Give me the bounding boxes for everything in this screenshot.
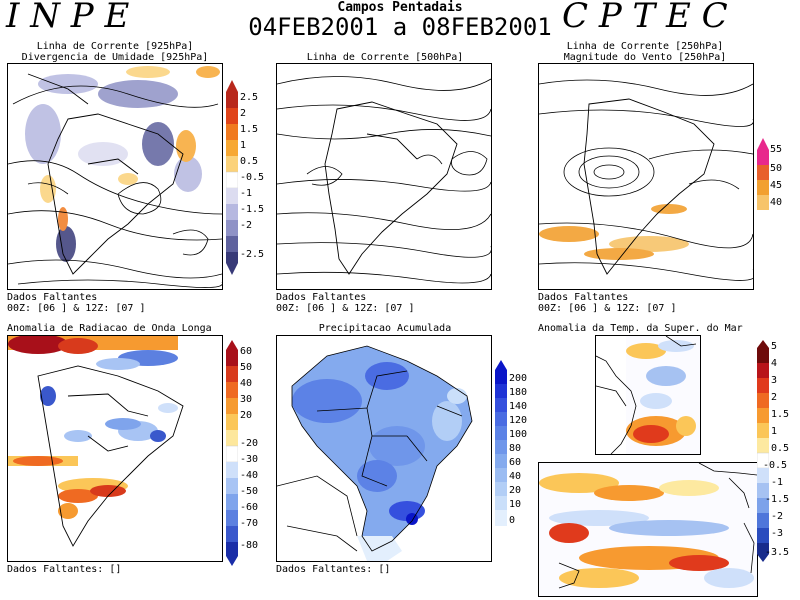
p6-cb-label: -2	[771, 511, 784, 522]
p4-colorbar	[226, 340, 238, 566]
p6-cb-label: 2	[771, 392, 778, 403]
p5-cb-label: 180	[509, 387, 528, 398]
p5-map	[276, 335, 492, 562]
p5-cb-label: 140	[509, 401, 528, 412]
p6-colorbar	[757, 340, 769, 562]
page-title: Campos Pentadais	[337, 0, 463, 15]
period-title: 04FEB2001 a 08FEB2001	[248, 13, 552, 41]
p1-cb-label: -2.5	[240, 249, 265, 260]
p4-cb-label: 30	[240, 394, 253, 405]
p1-cb-label: -1.5	[240, 204, 265, 215]
p6-cb-label: 3	[771, 375, 778, 386]
p3-cb-label: 50	[770, 163, 783, 174]
p1-missing-2: 00Z: [06 ] & 12Z: [07 ]	[7, 303, 146, 314]
inpe-logo-text: I N P E	[6, 0, 130, 36]
p6-cb-label: 0.5	[771, 443, 790, 454]
p5-cb-label: 40	[509, 471, 522, 482]
p6-cb-label: 1.5	[771, 409, 790, 420]
p4-cb-label: 40	[240, 378, 253, 389]
p5-cb-label: 60	[509, 457, 522, 468]
p4-missing: Dados Faltantes: []	[7, 564, 122, 575]
p6-pacific-map	[538, 462, 758, 597]
p6-cb-label: 1	[771, 426, 778, 437]
p6-cb-label: 4	[771, 358, 778, 369]
p1-colorbar	[226, 80, 238, 275]
cptec-logo-text: C P T E C	[562, 0, 728, 36]
p5-cb-label: 200	[509, 373, 528, 384]
p6-cb-label: -1.5	[765, 494, 790, 505]
p5-cb-label: 10	[509, 499, 522, 510]
p1-cb-label: 2.5	[240, 92, 259, 103]
p5-cb-label: 80	[509, 443, 522, 454]
p1-cb-label: 2	[240, 108, 247, 119]
p4-map	[7, 335, 223, 562]
p4-cb-label: -70	[240, 518, 259, 529]
p4-cb-label: 50	[240, 362, 253, 373]
p4-cb-label: -50	[240, 486, 259, 497]
p2-map	[276, 63, 492, 290]
p1-cb-label: 1.5	[240, 124, 259, 135]
p3-cb-label: 45	[770, 180, 783, 191]
p3-title-2: Magnitude do Vento [250hPa]	[563, 52, 727, 63]
p5-cb-label: 20	[509, 485, 522, 496]
p6-cb-label: -3	[771, 528, 784, 539]
p5-cb-label: 100	[509, 429, 528, 440]
p1-title-1: Linha de Corrente [925hPa]	[36, 41, 194, 52]
p3-map	[538, 63, 754, 290]
p2-missing-1: Dados Faltantes	[276, 292, 367, 303]
p3-colorbar	[757, 138, 769, 210]
p3-missing-1: Dados Faltantes	[538, 292, 629, 303]
p1-cb-label: -1	[240, 188, 253, 199]
p3-title-1: Linha de Corrente [250hPa]	[566, 41, 724, 52]
p3-cb-label: 40	[770, 197, 783, 208]
p1-map	[7, 63, 223, 290]
p4-cb-label: -20	[240, 438, 259, 449]
p1-cb-label: 0.5	[240, 156, 259, 167]
p5-cb-label: 120	[509, 415, 528, 426]
p4-title-1: Anomalia de Radiacao de Onda Longa	[7, 323, 212, 334]
p6-cb-label: 5	[771, 341, 778, 352]
p5-cb-label: 0	[509, 515, 516, 526]
p5-missing: Dados Faltantes: []	[276, 564, 391, 575]
p6-cb-label: -3.5	[765, 547, 790, 558]
p6-atlantic-map	[595, 335, 701, 455]
p1-cb-label: -0.5	[240, 172, 265, 183]
p1-title-2: Divergencia de Umidade [925hPa]	[21, 52, 209, 63]
p4-cb-label: -60	[240, 502, 259, 513]
p6-title-1: Anomalia da Temp. da Super. do Mar	[538, 323, 743, 334]
p1-cb-label: 1	[240, 140, 247, 151]
p4-cb-label: -40	[240, 470, 259, 481]
p3-missing-2: 00Z: [06 ] & 12Z: [07 ]	[538, 303, 677, 314]
p4-cb-label: -30	[240, 454, 259, 465]
p2-missing-2: 00Z: [06 ] & 12Z: [07 ]	[276, 303, 415, 314]
p5-title-1: Precipitacao Acumulada	[318, 323, 452, 334]
p4-cb-label: 60	[240, 346, 253, 357]
p6-cb-label: -0.5	[763, 460, 788, 471]
p4-cb-label: -80	[240, 540, 259, 551]
p3-cb-label: 55	[770, 144, 783, 155]
p4-cb-label: 20	[240, 410, 253, 421]
p1-cb-label: -2	[240, 220, 253, 231]
p1-missing-1: Dados Faltantes	[7, 292, 98, 303]
p6-cb-label: -1	[771, 477, 784, 488]
p5-colorbar	[495, 360, 507, 526]
p2-title-1: Linha de Corrente [500hPa]	[306, 52, 464, 63]
